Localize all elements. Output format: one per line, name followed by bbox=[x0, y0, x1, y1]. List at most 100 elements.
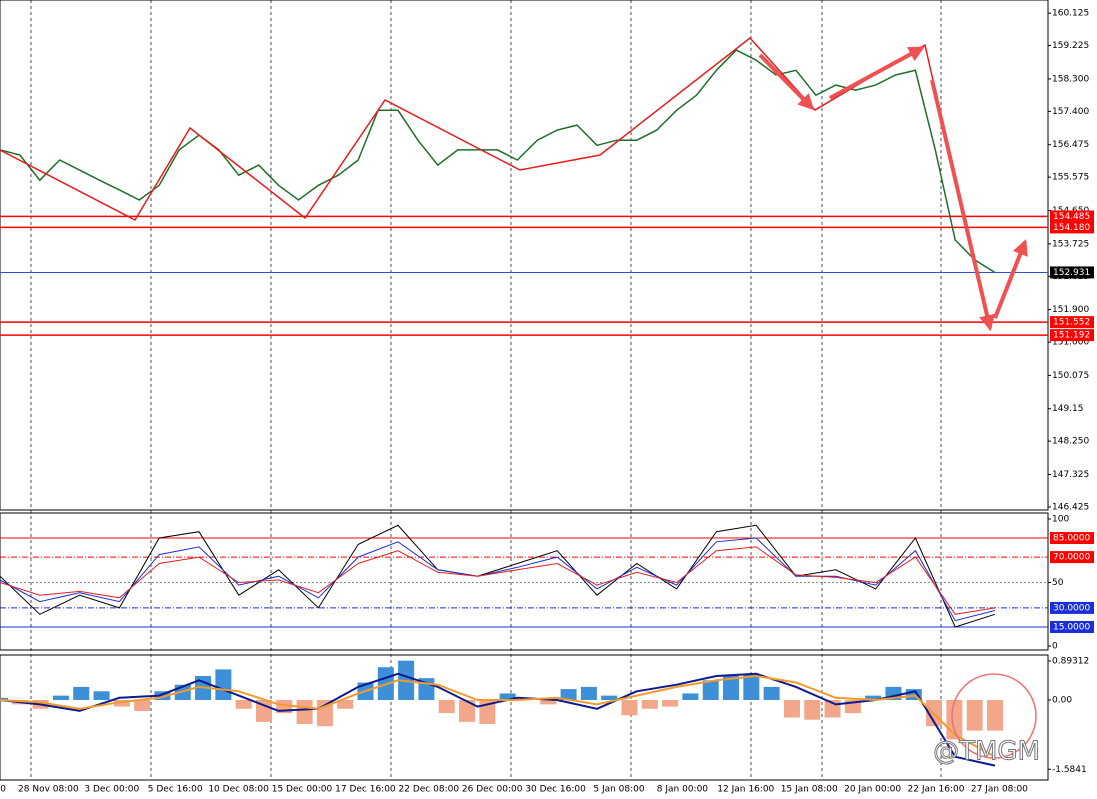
histogram-bar bbox=[560, 689, 577, 701]
histogram-bar bbox=[73, 686, 90, 701]
x-tick-label: 22 Dec 08:00 bbox=[399, 785, 460, 795]
level-label-box bbox=[1050, 266, 1094, 279]
level-label: 30.0000 bbox=[1053, 603, 1090, 613]
y-tick-label: 155.575 bbox=[1052, 173, 1089, 183]
y-tick-label: 150.075 bbox=[1052, 371, 1089, 381]
histogram-bar bbox=[743, 673, 760, 701]
histogram-bar bbox=[154, 691, 171, 701]
histogram-bar bbox=[987, 700, 1003, 731]
level-label-box bbox=[1050, 551, 1094, 564]
y-tick-label: 146.425 bbox=[1052, 502, 1089, 512]
level-label: 154.485 bbox=[1053, 212, 1090, 222]
y-tick-label: 50 bbox=[1052, 578, 1064, 588]
histogram-bar bbox=[804, 700, 821, 720]
histogram-bar bbox=[763, 686, 780, 701]
y-tick-label: 151.000 bbox=[1052, 338, 1089, 348]
x-tick-label: 15 Dec 00:00 bbox=[272, 785, 333, 795]
histogram-bar bbox=[0, 697, 8, 701]
histogram-bar bbox=[723, 675, 740, 701]
x-tick-label: 22 Jan 16:00 bbox=[908, 785, 965, 795]
y-tick-label: -1.5841 bbox=[1052, 765, 1087, 775]
histogram-bar bbox=[702, 680, 719, 701]
x-tick-label: 17 Dec 16:00 bbox=[335, 785, 396, 795]
level-label-box bbox=[1050, 601, 1094, 614]
level-label-box bbox=[1050, 532, 1094, 545]
x-tick-label: 3 Dec 00:00 bbox=[84, 785, 139, 795]
histogram-bar bbox=[52, 695, 69, 701]
histogram-bar bbox=[438, 700, 455, 714]
x-tick-label: 20 Jan 00:00 bbox=[844, 785, 901, 795]
y-tick-label: 147.325 bbox=[1052, 470, 1089, 480]
x-tick-label: 27 Jan 08:00 bbox=[971, 785, 1028, 795]
x-tick-label: 10 Dec 08:00 bbox=[208, 785, 269, 795]
histogram-bar bbox=[540, 700, 557, 705]
level-label-box bbox=[1050, 221, 1094, 234]
histogram-bar bbox=[662, 700, 679, 707]
histogram-bar bbox=[235, 700, 252, 709]
level-label: 15.0000 bbox=[1053, 622, 1090, 632]
level-label-box bbox=[1050, 210, 1094, 223]
histogram-bar bbox=[621, 700, 638, 716]
highlight-circle bbox=[951, 673, 1037, 759]
y-tick-label: 159.225 bbox=[1052, 41, 1089, 51]
histogram-bar bbox=[296, 700, 313, 725]
level-label: 151.552 bbox=[1053, 318, 1090, 328]
price-panel bbox=[0, 0, 1049, 511]
y-tick-label: 153.725 bbox=[1052, 239, 1089, 249]
level-label: 151.192 bbox=[1053, 331, 1090, 341]
level-label-box bbox=[1050, 329, 1094, 342]
y-tick-label: 149.15 bbox=[1052, 404, 1084, 414]
time-grid bbox=[30, 0, 942, 780]
histogram-bar bbox=[337, 700, 354, 709]
histogram-bar bbox=[580, 686, 597, 701]
histogram-bar bbox=[865, 695, 882, 701]
y-tick-label: 0 bbox=[1052, 642, 1058, 652]
histogram-bar bbox=[215, 669, 232, 701]
series-line bbox=[0, 546, 996, 615]
histogram-bar bbox=[601, 695, 618, 701]
histogram-bar bbox=[255, 700, 272, 722]
series-line bbox=[0, 537, 996, 622]
series-line bbox=[0, 674, 996, 758]
histogram-bar bbox=[499, 693, 516, 701]
y-tick-label: 157.400 bbox=[1052, 107, 1089, 117]
histogram-bar bbox=[459, 700, 476, 722]
histogram-bar bbox=[113, 700, 130, 707]
y-tick-label: 156.475 bbox=[1052, 140, 1089, 150]
x-tick-label: 26 Dec 00:00 bbox=[462, 785, 523, 795]
y-tick-label: 0.00 bbox=[1052, 696, 1072, 706]
y-tick-label: 100 bbox=[1052, 514, 1069, 524]
histogram-bar bbox=[641, 700, 658, 709]
watermark: @TMGM bbox=[933, 737, 1040, 767]
y-tick-label: 0.89312 bbox=[1052, 656, 1089, 666]
histogram-bar bbox=[783, 700, 800, 718]
x-tick-label: 12 Jan 16:00 bbox=[717, 785, 774, 795]
y-tick-label: 151.900 bbox=[1052, 305, 1089, 315]
x-tick-label: 5 Jan 08:00 bbox=[593, 785, 645, 795]
arrows bbox=[758, 46, 1028, 332]
x-tick-label: 28 Nov 08:00 bbox=[18, 785, 79, 795]
level-label: 154.180 bbox=[1053, 223, 1090, 233]
series-line bbox=[0, 672, 996, 767]
histogram-bar bbox=[682, 693, 699, 701]
x-tick-label: 15 Jan 08:00 bbox=[781, 785, 838, 795]
level-label: 70.0000 bbox=[1053, 553, 1090, 563]
level-label-box bbox=[1050, 316, 1094, 329]
level-label: 152.931 bbox=[1053, 268, 1090, 278]
x-tick-label: 5 Dec 16:00 bbox=[148, 785, 203, 795]
price-line bbox=[0, 49, 996, 274]
oscillator-panel bbox=[0, 512, 1049, 651]
y-tick-label: 158.300 bbox=[1052, 74, 1089, 84]
series-line bbox=[0, 524, 996, 628]
y-tick-label: 148.250 bbox=[1052, 437, 1089, 447]
x-tick-label: 30 Dec 16:00 bbox=[525, 785, 586, 795]
level-label: 85.0000 bbox=[1053, 534, 1090, 544]
x-tick-label: 8 Jan 00:00 bbox=[657, 785, 709, 795]
histogram-bar bbox=[905, 689, 922, 701]
macd-panel bbox=[0, 654, 1049, 781]
histogram-bar bbox=[966, 700, 983, 731]
histogram-bar bbox=[93, 691, 110, 701]
x-tick-label: 00 bbox=[0, 785, 6, 795]
y-tick-label: 160.125 bbox=[1052, 9, 1089, 19]
